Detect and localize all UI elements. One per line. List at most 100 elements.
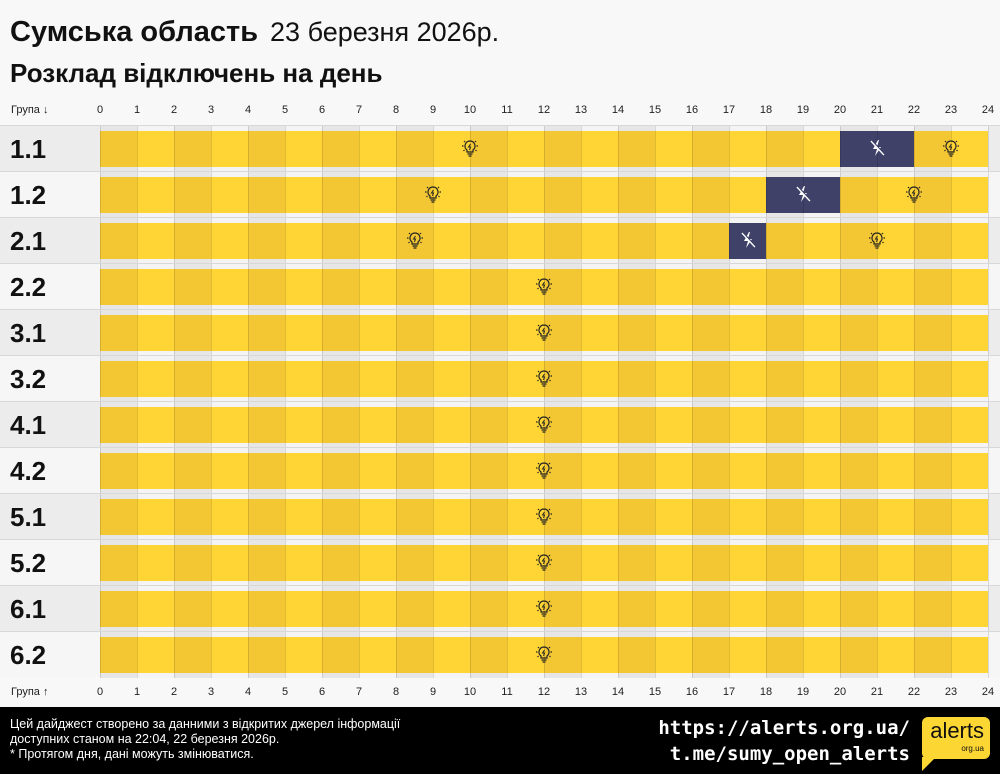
power-cell [396, 637, 433, 673]
grid-line [988, 172, 989, 218]
power-cell [248, 407, 285, 443]
grid-line [988, 126, 989, 172]
grid-line [766, 356, 767, 402]
grid-line [100, 356, 101, 402]
power-cell [914, 499, 951, 535]
footer-links: https://alerts.org.ua/ t.me/sumy_open_al… [658, 715, 910, 767]
power-cell [692, 591, 729, 627]
grid-line [803, 264, 804, 310]
group-label: 3.2 [10, 364, 47, 394]
grid-line [618, 402, 619, 448]
power-cell [470, 269, 507, 305]
group-label: 1.1 [10, 134, 47, 164]
grid-line [914, 356, 915, 402]
grid-line [988, 264, 989, 310]
grid-line [840, 494, 841, 540]
group-label: 4.1 [10, 410, 47, 440]
grid-line [248, 264, 249, 310]
grid-line [470, 632, 471, 678]
page-title: Сумська область 23 березня 2026р. [10, 16, 499, 49]
power-cell [359, 177, 396, 213]
grid-line [729, 632, 730, 678]
power-cell [100, 545, 137, 581]
telegram-link[interactable]: t.me/sumy_open_alerts [669, 743, 910, 765]
grid-line [803, 632, 804, 678]
power-cell [914, 591, 951, 627]
power-cell [433, 315, 470, 351]
grid-line [137, 494, 138, 540]
hour-tick: 21 [870, 104, 884, 116]
power-cell [692, 361, 729, 397]
grid-line [396, 632, 397, 678]
power-cell [581, 453, 618, 489]
grid-line [396, 218, 397, 264]
power-cell [100, 591, 137, 627]
power-cell [322, 131, 359, 167]
power-cell [914, 223, 951, 259]
lightbulb-icon [533, 275, 555, 297]
grid-line [729, 402, 730, 448]
grid-line [137, 310, 138, 356]
power-cell [840, 453, 877, 489]
power-cell [433, 407, 470, 443]
grid-line [137, 632, 138, 678]
grid-line [655, 632, 656, 678]
grid-line [729, 448, 730, 494]
power-cell [433, 131, 470, 167]
group-label: 2.1 [10, 226, 47, 256]
power-cell [470, 315, 507, 351]
power-cell [211, 407, 248, 443]
grid-line [100, 402, 101, 448]
power-cell [470, 223, 507, 259]
power-cell [729, 361, 766, 397]
grid-line [100, 264, 101, 310]
grid-line [174, 356, 175, 402]
hour-tick: 14 [611, 686, 625, 698]
grid-line [322, 448, 323, 494]
grid-line [433, 632, 434, 678]
grid-line [914, 264, 915, 310]
grid-line [840, 264, 841, 310]
grid-line [470, 494, 471, 540]
power-cell [137, 269, 174, 305]
power-cell [951, 361, 988, 397]
grid-line [322, 632, 323, 678]
grid-line [766, 586, 767, 632]
hour-axis-bottom: Група ↑ 0 1 2 3 4 5 6 7 8 9 10 11 12 13 14 15 16 17 18 19 20 2… [0, 680, 1000, 704]
grid-line [877, 264, 878, 310]
grid-line [581, 218, 582, 264]
hour-tick: 20 [833, 104, 847, 116]
grid-line [507, 310, 508, 356]
grid-line [137, 586, 138, 632]
power-cell [174, 637, 211, 673]
power-cell [507, 177, 544, 213]
grid-line [248, 356, 249, 402]
power-cell [507, 453, 544, 489]
hour-tick: 21 [870, 686, 884, 698]
grid-line [581, 172, 582, 218]
grid-line [951, 494, 952, 540]
power-cell [285, 591, 322, 627]
site-link[interactable]: https://alerts.org.ua/ [658, 717, 910, 739]
power-cell [174, 499, 211, 535]
power-cell [211, 361, 248, 397]
power-cell [100, 361, 137, 397]
power-cell [803, 315, 840, 351]
grid-line [877, 586, 878, 632]
grid-line [692, 126, 693, 172]
power-cell [655, 269, 692, 305]
group-label: 6.2 [10, 640, 47, 670]
grid-line [914, 632, 915, 678]
outage-cell [803, 177, 840, 213]
grid-line [322, 310, 323, 356]
power-cell [359, 361, 396, 397]
grid-line [322, 172, 323, 218]
power-cell [507, 545, 544, 581]
grid-line [729, 172, 730, 218]
no-power-icon [866, 137, 888, 159]
group-label: 1.2 [10, 180, 47, 210]
grid-line [914, 586, 915, 632]
grid-line [248, 218, 249, 264]
logo-subtext: org.ua [961, 744, 984, 753]
grid-line [988, 356, 989, 402]
